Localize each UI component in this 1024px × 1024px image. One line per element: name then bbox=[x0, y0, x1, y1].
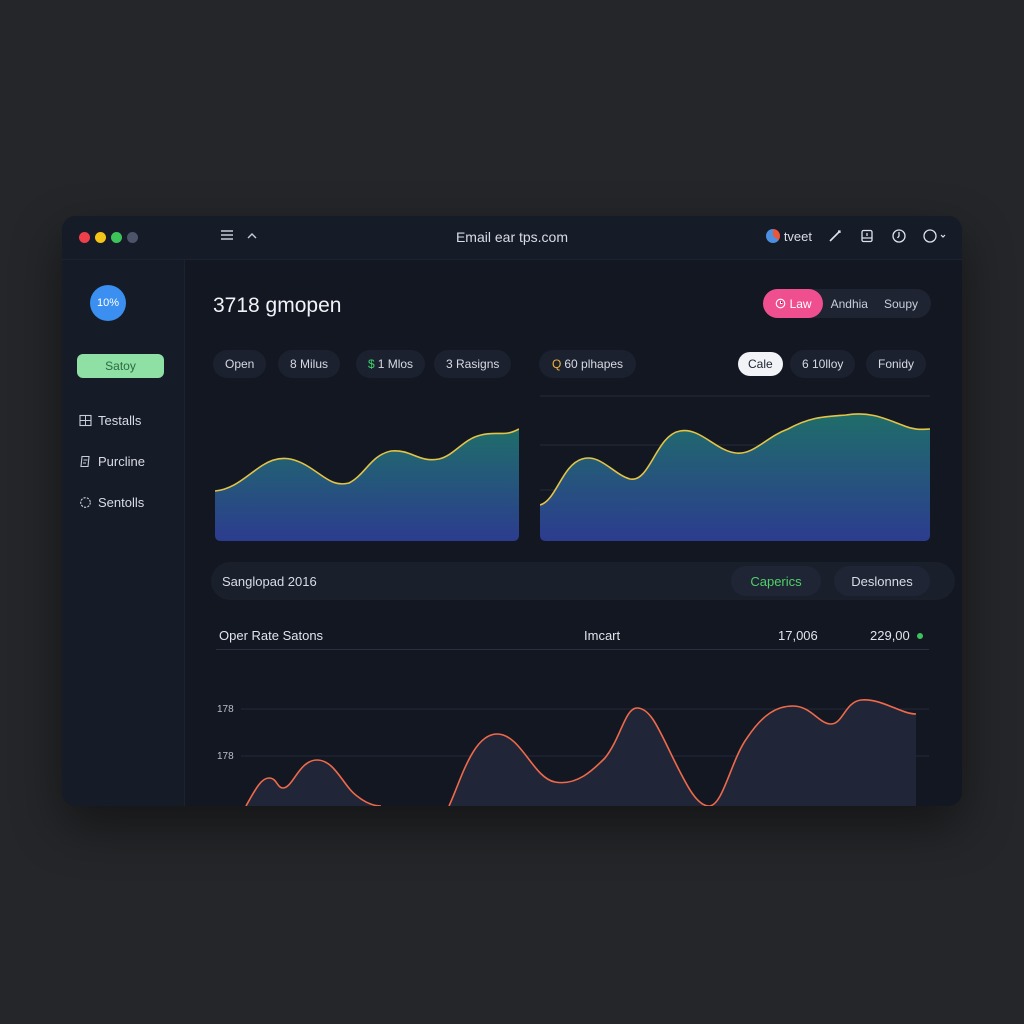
settings-icon bbox=[80, 497, 91, 508]
document-icon bbox=[80, 455, 90, 468]
left-area-chart bbox=[215, 395, 519, 541]
user-menu[interactable]: tveet bbox=[765, 228, 812, 244]
progress-avatar[interactable]: 10% bbox=[90, 285, 126, 321]
row-name: Oper Rate Satons bbox=[219, 628, 324, 643]
section-label: Sanglopad 2016 bbox=[222, 574, 317, 589]
edit-pen-icon[interactable] bbox=[826, 227, 844, 245]
sidebar-item-testalls[interactable]: Testalls bbox=[79, 413, 141, 428]
main-content: 3718 gmopen Law Andhia Soupy Open 8 Milu… bbox=[186, 260, 962, 806]
right-area-chart bbox=[540, 395, 930, 541]
tab-deslonnes[interactable]: Deslonnes bbox=[834, 566, 930, 596]
menu-icon[interactable] bbox=[220, 228, 234, 245]
filter-chip-plhapes[interactable]: Q 60 plhapes bbox=[539, 350, 637, 378]
filter-chip-milus[interactable]: 8 Milus bbox=[278, 350, 341, 378]
app-window: Email ear tps.com tveet 10% Satoy bbox=[62, 216, 962, 806]
section-tab-bar: Sanglopad 2016 Caperics Deslonnes bbox=[211, 562, 955, 600]
filter-chip-mlos[interactable]: $1 Mlos bbox=[356, 350, 426, 378]
bottom-line-chart: 178 178 bbox=[211, 690, 962, 806]
user-label: tveet bbox=[783, 228, 812, 244]
window-controls bbox=[79, 232, 138, 243]
tab-caperics[interactable]: Caperics bbox=[731, 566, 821, 596]
window-title: Email ear tps.com bbox=[455, 229, 569, 245]
sidebar-item-label: Sentolls bbox=[98, 495, 145, 510]
filter-fonidy[interactable]: Fonidy bbox=[866, 350, 927, 378]
segment-law[interactable]: Law bbox=[762, 289, 823, 318]
row-value: 229,00 bbox=[870, 628, 910, 643]
dollar-icon: $ bbox=[368, 357, 375, 371]
y-tick: 178 bbox=[217, 751, 234, 762]
title-bar: Email ear tps.com tveet bbox=[62, 216, 962, 260]
timer-icon[interactable] bbox=[890, 227, 908, 245]
grid-icon bbox=[79, 414, 92, 427]
row-type: Imcart bbox=[584, 628, 621, 643]
search-icon: Q bbox=[552, 357, 562, 371]
filter-chip-open[interactable]: Open bbox=[213, 350, 267, 378]
sidebar-item-sentolls[interactable]: Sentolls bbox=[79, 495, 144, 510]
y-tick: 178 bbox=[217, 704, 234, 715]
user-avatar-icon bbox=[765, 229, 780, 243]
segmented-control: Law Andhia Soupy bbox=[762, 289, 931, 318]
sidebar-item-label: Testalls bbox=[98, 413, 142, 428]
status-dot-icon bbox=[917, 633, 923, 639]
segment-andhia[interactable]: Andhia bbox=[830, 296, 868, 311]
sidebar-item-purcline[interactable]: Purcline bbox=[79, 454, 145, 469]
row-count: 17,006 bbox=[778, 628, 818, 643]
sidebar-cta-button[interactable]: Satoy bbox=[77, 354, 164, 378]
maximize-dot[interactable] bbox=[111, 232, 122, 243]
segment-soupy[interactable]: Soupy bbox=[883, 296, 918, 311]
minimize-dot[interactable] bbox=[95, 232, 106, 243]
sidebar-item-label: Purcline bbox=[98, 454, 145, 469]
filter-chip-rasigns[interactable]: 3 Rasigns bbox=[434, 350, 512, 378]
clock-icon bbox=[775, 298, 785, 309]
sidebar: 10% Satoy Testalls Purcline Sentolls bbox=[62, 260, 185, 806]
page-title: 3718 gmopen bbox=[213, 294, 342, 317]
table-row[interactable]: Oper Rate Satons Imcart 17,006 229,00 bbox=[216, 616, 929, 650]
filter-cale[interactable]: Cale bbox=[738, 352, 783, 376]
chevron-up-icon[interactable] bbox=[246, 228, 258, 245]
close-dot[interactable] bbox=[79, 232, 90, 243]
inbox-icon[interactable] bbox=[858, 227, 876, 245]
filter-10lloy[interactable]: 6 10lloy bbox=[790, 350, 856, 378]
circle-status-icon[interactable] bbox=[922, 227, 948, 245]
extra-dot[interactable] bbox=[127, 232, 138, 243]
